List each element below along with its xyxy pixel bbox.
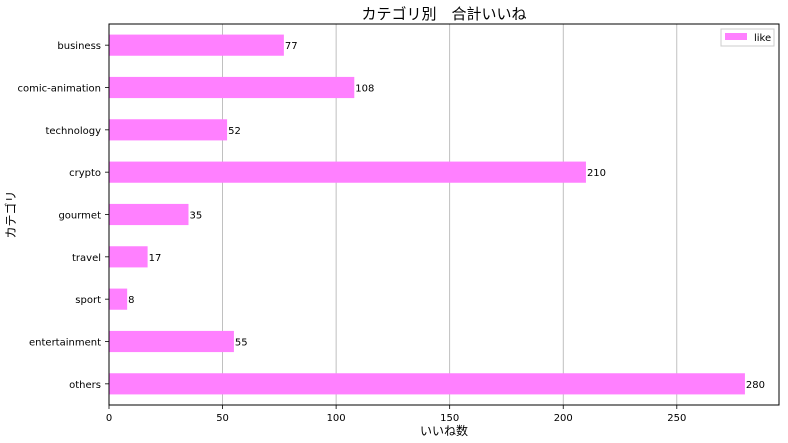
y-tick-label: crypto (69, 168, 101, 179)
y-tick-label: gourmet (58, 211, 101, 222)
y-axis-ticks: business comic-animation technology crypto g… (17, 41, 109, 391)
x-tick-label: 100 (327, 413, 346, 424)
bar (109, 161, 586, 183)
data-labels: 77 108 52 210 35 17 8 55 280 (128, 41, 765, 391)
x-tick-label: 0 (106, 413, 112, 424)
data-label: 55 (235, 338, 248, 349)
bar (109, 373, 745, 395)
y-tick-label: technology (45, 126, 101, 137)
data-label: 108 (355, 84, 374, 95)
data-label: 280 (746, 380, 765, 391)
data-label: 17 (149, 253, 162, 264)
legend-swatch (725, 33, 747, 40)
bar (109, 76, 355, 99)
bar (109, 246, 148, 268)
y-tick-label: comic-animation (17, 84, 101, 95)
x-axis-title: いいね数 (420, 423, 468, 438)
bar (109, 119, 228, 141)
y-tick-label: sport (75, 295, 101, 306)
data-label: 52 (228, 126, 241, 137)
legend-label: like (754, 33, 771, 44)
y-tick-label: others (69, 380, 101, 391)
data-label: 77 (285, 41, 298, 52)
x-tick-label: 50 (216, 413, 229, 424)
y-axis-title: カテゴリ (3, 190, 18, 238)
bar (109, 34, 284, 56)
x-tick-label: 200 (554, 413, 573, 424)
y-tick-label: travel (72, 253, 101, 264)
data-label: 8 (128, 295, 134, 306)
y-tick-label: business (57, 41, 101, 52)
bar (109, 288, 128, 310)
data-label: 210 (587, 168, 606, 179)
legend: like (720, 28, 775, 47)
bar (109, 203, 189, 226)
x-axis-ticks: 0 50 100 150 200 250 (106, 405, 686, 424)
bar (109, 330, 234, 353)
bars (109, 34, 745, 395)
x-tick-label: 150 (440, 413, 459, 424)
y-tick-label: entertainment (29, 338, 101, 349)
chart-title: カテゴリ別 合計いいね (361, 5, 526, 23)
data-label: 35 (189, 211, 202, 222)
x-tick-label: 250 (667, 413, 686, 424)
